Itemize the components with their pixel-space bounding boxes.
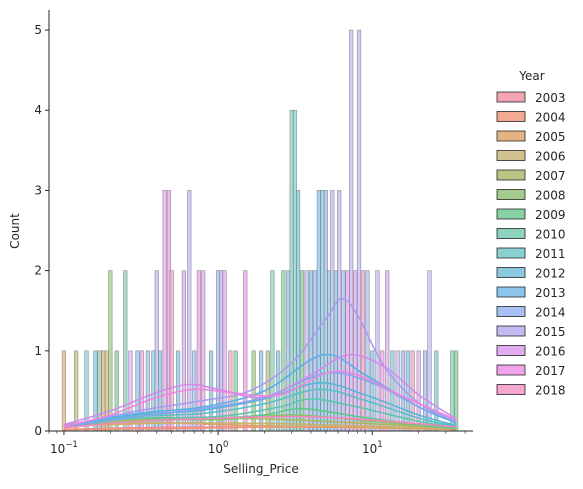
histogram-bar [286, 270, 291, 432]
legend-label: 2006 [535, 150, 566, 164]
legend-label: 2010 [535, 228, 566, 242]
histogram-bar [108, 270, 113, 432]
kde-curve-2006 [63, 421, 457, 430]
legend-swatch [496, 228, 526, 239]
histogram-bar [349, 29, 354, 432]
kde-curve-2017 [63, 370, 457, 427]
legend-swatch [496, 247, 526, 259]
legend-label: 2016 [535, 345, 566, 359]
legend-label: 2012 [535, 267, 566, 281]
legend-entries: 2003 2004 2005 2006 2007 2008 2009 2010 2011 2012… [496, 91, 566, 398]
y-axis-label: Count [8, 213, 22, 249]
legend-swatch [496, 325, 526, 337]
legend-swatch [496, 384, 526, 395]
histogram-bar [74, 350, 79, 432]
histogram-bar [187, 190, 192, 432]
y-ticks: 0 1 2 3 4 5 [34, 23, 49, 438]
y-tick-label: 5 [34, 23, 42, 37]
legend-swatch [496, 91, 526, 103]
histogram-bar [169, 270, 174, 432]
histogram-bar [61, 350, 67, 432]
y-tick-label: 4 [34, 103, 42, 117]
legend-swatch [496, 208, 526, 220]
x-tick-label: 100 [208, 440, 229, 456]
histogram-bar [181, 270, 187, 432]
legend-swatch [496, 267, 526, 278]
legend-swatch [496, 189, 526, 200]
histogram-bar [434, 350, 439, 432]
kde-curve-2015 [63, 297, 457, 427]
legend-label: 2005 [535, 130, 566, 144]
kde-curve-2007 [63, 417, 457, 429]
y-tick-label: 0 [34, 424, 42, 438]
histogram-bar [304, 270, 309, 432]
y-tick-label: 1 [34, 344, 42, 358]
x-tick-label: 10−1 [50, 440, 78, 456]
legend-label: 2003 [535, 91, 566, 105]
histogram-bar [320, 190, 325, 432]
y-tick-label: 3 [34, 183, 42, 197]
histogram-bar [333, 270, 338, 432]
y-tick-label: 2 [34, 264, 42, 278]
legend-label: 2014 [535, 306, 566, 320]
legend-swatch [496, 306, 526, 317]
x-axis-label: Selling_Price [223, 462, 299, 476]
legend-title: Year [518, 69, 544, 83]
kde-curve-2018 [63, 415, 457, 429]
histogram-bar [308, 270, 314, 432]
histogram-bar [345, 270, 350, 432]
histogram-bar [295, 190, 301, 432]
axes-layer [48, 10, 473, 432]
histogram-bar [365, 270, 370, 432]
legend-label: 2015 [535, 325, 566, 339]
kde-curve-2012 [63, 382, 457, 427]
legend-label: 2009 [535, 208, 566, 222]
x-ticks: 10−1 100 101 [48, 431, 466, 456]
kde-curve-2016 [63, 353, 457, 426]
legend-swatch [496, 364, 526, 376]
legend-swatch [496, 345, 526, 356]
legend-label: 2004 [535, 111, 566, 125]
kde-curve-2010 [63, 398, 457, 428]
bars-layer [61, 29, 459, 432]
kde-layer [63, 297, 457, 431]
legend-swatch [496, 111, 526, 122]
legend-label: 2007 [535, 169, 566, 183]
legend-swatch [496, 169, 526, 181]
legend-swatch [496, 150, 526, 161]
x-tick-label: 101 [362, 440, 383, 456]
legend-label: 2018 [535, 384, 566, 398]
histogram-bar [312, 270, 318, 432]
legend-label: 2013 [535, 286, 566, 300]
histogram-bar [270, 270, 275, 432]
legend-swatch [496, 130, 526, 142]
legend-label: 2017 [535, 364, 566, 378]
histogram-bar [316, 190, 321, 432]
histogram-bar [337, 190, 342, 432]
histogram-bar [395, 350, 400, 432]
histogram-bar [360, 270, 366, 432]
legend-label: 2011 [535, 247, 566, 261]
legend-label: 2008 [535, 189, 566, 203]
histogram-bar [341, 270, 346, 432]
legend-swatch [496, 286, 526, 298]
histogram-bar [123, 270, 128, 432]
legend: Year 2003 2004 2005 2006 2007 2008 2009 2010 201… [496, 69, 566, 398]
